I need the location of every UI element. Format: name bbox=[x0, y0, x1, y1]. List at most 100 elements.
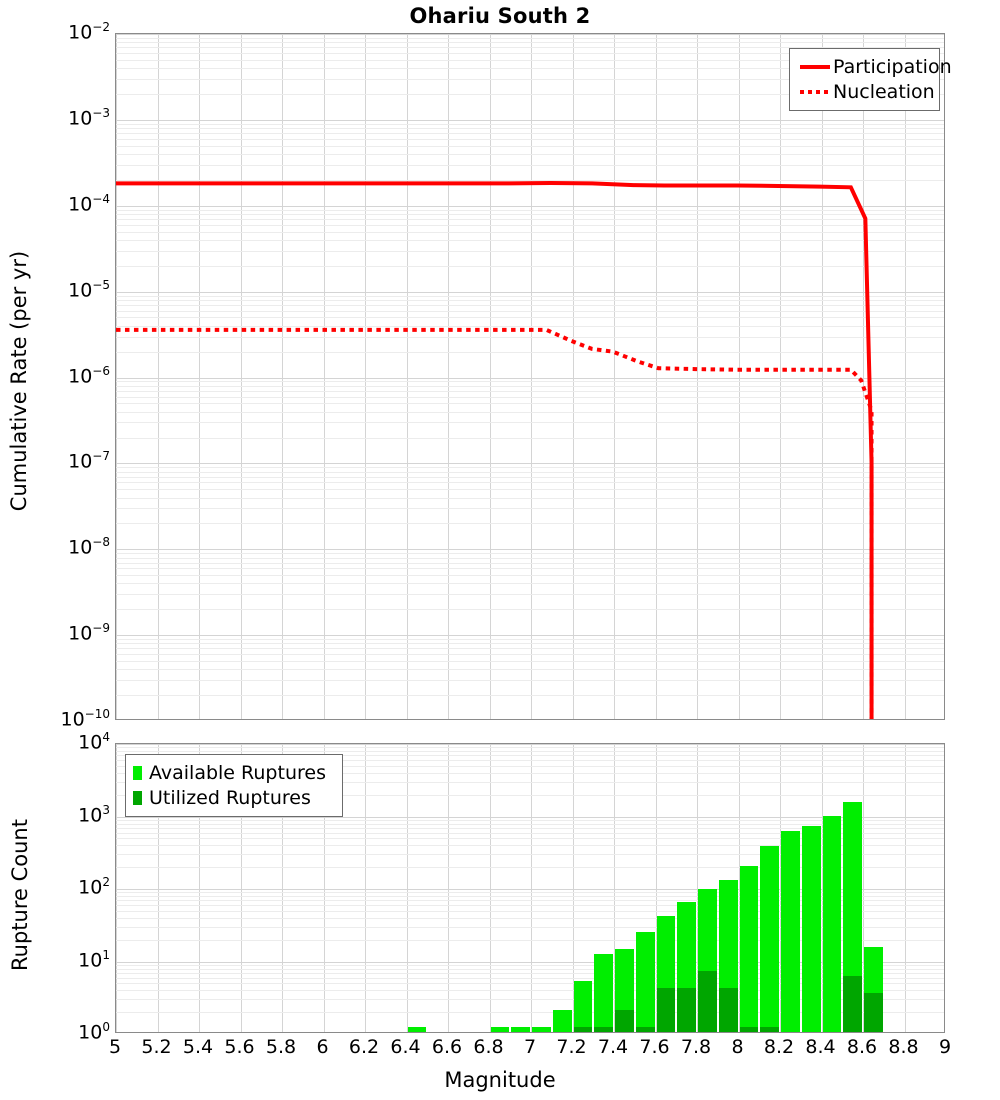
bar-utilized-ruptures bbox=[656, 988, 676, 1032]
gridline-horizontal-minor bbox=[116, 133, 944, 134]
gridline-horizontal-minor bbox=[116, 352, 944, 353]
legend-curves: Participation Nucleation bbox=[789, 48, 952, 111]
gridline-horizontal-minor bbox=[116, 973, 944, 974]
gridline-horizontal-minor bbox=[116, 300, 944, 301]
gridline-horizontal-minor bbox=[116, 311, 944, 312]
gridline-horizontal-minor bbox=[116, 654, 944, 655]
gridline-horizontal-minor bbox=[116, 833, 944, 834]
gridline-horizontal-minor bbox=[116, 53, 944, 54]
y-tick-label: 10−7 bbox=[68, 449, 110, 473]
gridline-horizontal-minor bbox=[116, 79, 944, 80]
x-tick-label: 8 bbox=[731, 1036, 744, 1058]
gridline-horizontal-minor bbox=[116, 38, 944, 39]
gridline-vertical bbox=[904, 34, 906, 719]
gridline-vertical bbox=[614, 744, 615, 1032]
bar-available-ruptures bbox=[594, 953, 613, 1032]
y-tick-label: 10−5 bbox=[68, 277, 110, 302]
gridline-vertical bbox=[614, 34, 615, 719]
y-axis-label-bottom: Rupture Count bbox=[8, 819, 32, 971]
gridline-horizontal-minor bbox=[116, 978, 944, 979]
x-tick-label: 6.8 bbox=[473, 1036, 504, 1058]
gridline-vertical bbox=[282, 34, 283, 719]
y-tick-label: 10−2 bbox=[68, 20, 110, 44]
bar-utilized-ruptures bbox=[843, 975, 862, 1032]
gridline-vertical bbox=[199, 744, 200, 1032]
gridline-vertical bbox=[489, 744, 491, 1032]
bar-available-ruptures bbox=[552, 1010, 572, 1032]
gridline-vertical bbox=[365, 744, 366, 1032]
x-tick-label: 5 bbox=[108, 1036, 122, 1058]
gridline-horizontal-major bbox=[116, 549, 944, 550]
bar-utilized-ruptures bbox=[615, 1010, 634, 1032]
gridline-vertical bbox=[780, 744, 781, 1032]
gridline-horizontal-major bbox=[116, 206, 944, 207]
gridline-vertical bbox=[489, 34, 491, 719]
legend-histogram: Available Ruptures Utilized Ruptures bbox=[125, 754, 343, 817]
gridline-vertical bbox=[157, 744, 159, 1032]
gridline-horizontal-major bbox=[116, 889, 944, 890]
gridline-vertical bbox=[697, 744, 698, 1032]
gridline-vertical bbox=[323, 34, 325, 719]
x-tick-label: 5.6 bbox=[224, 1036, 255, 1058]
gridline-horizontal-minor bbox=[116, 892, 944, 893]
gridline-horizontal-minor bbox=[116, 489, 944, 490]
gridline-vertical bbox=[738, 744, 740, 1032]
x-tick-label: 9 bbox=[938, 1036, 952, 1058]
bar-utilized-ruptures bbox=[864, 992, 883, 1032]
gridline-vertical bbox=[821, 744, 823, 1032]
gridline-vertical bbox=[448, 34, 449, 719]
gridline-horizontal-minor bbox=[116, 940, 944, 941]
gridline-horizontal-minor bbox=[116, 755, 944, 756]
gridline-horizontal-minor bbox=[116, 854, 944, 855]
y-axis-label-top: Cumulative Rate (per yr) bbox=[7, 250, 31, 512]
gridline-horizontal-minor bbox=[116, 820, 944, 821]
bar-utilized-ruptures bbox=[739, 1027, 759, 1032]
gridline-horizontal-minor bbox=[116, 467, 944, 468]
y-tick-label: 102 bbox=[78, 875, 110, 899]
grid-bottom bbox=[116, 744, 944, 1032]
gridline-vertical bbox=[448, 744, 449, 1032]
bar-available-ruptures bbox=[801, 825, 821, 1032]
gridline-horizontal-minor bbox=[116, 139, 944, 140]
bar-utilized-ruptures bbox=[718, 988, 738, 1032]
bar-available-ruptures bbox=[739, 865, 759, 1032]
bar-utilized-ruptures bbox=[698, 970, 717, 1032]
gridline-horizontal-minor bbox=[116, 639, 944, 640]
gridline-horizontal-minor bbox=[116, 180, 944, 181]
gridline-horizontal-major bbox=[116, 962, 944, 963]
y-tick-label: 10−4 bbox=[68, 191, 110, 216]
gridline-horizontal-minor bbox=[116, 296, 944, 297]
color-swatch-icon bbox=[133, 765, 149, 780]
y-tick-label: 103 bbox=[78, 802, 110, 826]
gridline-horizontal-minor bbox=[116, 900, 944, 901]
bar-utilized-ruptures bbox=[760, 1027, 779, 1032]
gridline-vertical bbox=[531, 744, 532, 1032]
gridline-horizontal-minor bbox=[116, 695, 944, 696]
gridline-horizontal-minor bbox=[116, 508, 944, 509]
gridline-vertical bbox=[199, 34, 200, 719]
gridline-horizontal-minor bbox=[116, 317, 944, 318]
y-tick-label: 100 bbox=[78, 1020, 110, 1044]
bar-available-ruptures bbox=[532, 1027, 551, 1032]
gridline-horizontal-minor bbox=[116, 918, 944, 919]
gridline-horizontal-major bbox=[116, 817, 944, 818]
bar-available-ruptures bbox=[511, 1027, 530, 1032]
gridline-horizontal-minor bbox=[116, 751, 944, 752]
bar-utilized-ruptures bbox=[635, 1027, 655, 1032]
gridline-horizontal-minor bbox=[116, 214, 944, 215]
gridline-horizontal-minor bbox=[116, 266, 944, 267]
y-tick-label: 101 bbox=[78, 947, 110, 971]
gridline-horizontal-minor bbox=[116, 523, 944, 524]
gridline-horizontal-minor bbox=[116, 124, 944, 125]
gridline-vertical bbox=[655, 744, 657, 1032]
dotted-line-icon bbox=[797, 89, 833, 94]
gridline-vertical bbox=[531, 34, 532, 719]
gridline-vertical bbox=[406, 744, 408, 1032]
gridline-horizontal-minor bbox=[116, 867, 944, 868]
x-axis-label: Magnitude bbox=[444, 1068, 556, 1092]
gridline-horizontal-minor bbox=[116, 795, 944, 796]
y-axis-ticks-bottom: 104 103 102 101 100 bbox=[42, 731, 110, 1042]
bar-utilized-ruptures bbox=[677, 988, 696, 1032]
gridline-horizontal-minor bbox=[116, 594, 944, 595]
